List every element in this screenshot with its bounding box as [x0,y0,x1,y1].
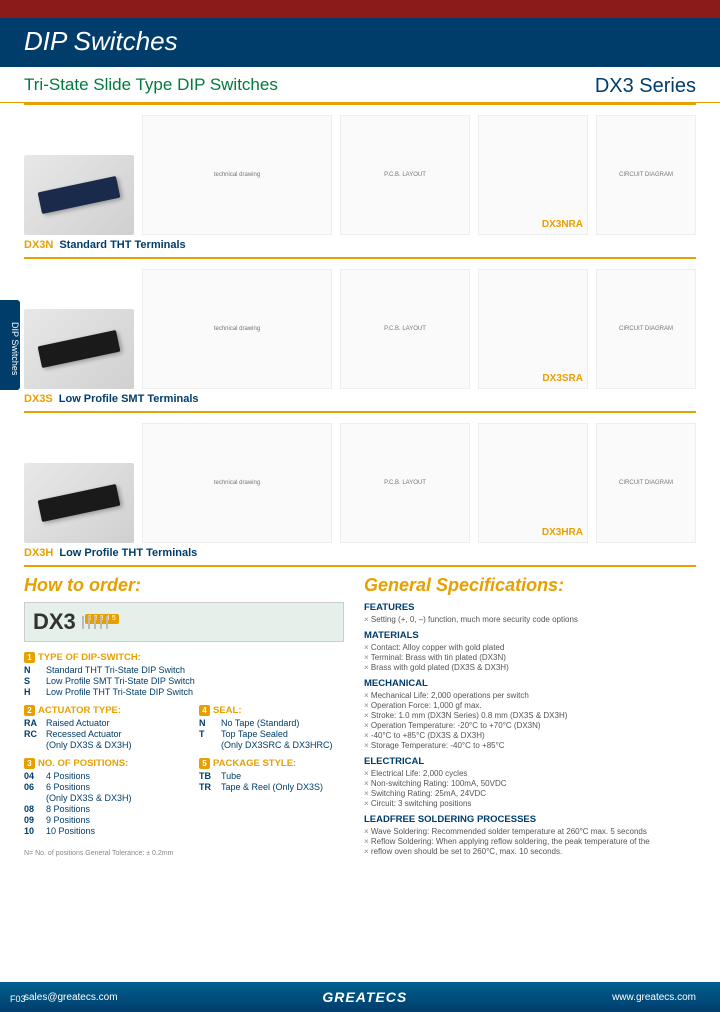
circuit-diagram: CIRCUIT DIAGRAM [596,423,696,543]
order-group-title: 1TYPE OF DIP-SWITCH: [24,652,344,663]
product-photo [24,155,134,235]
spec-line: Non-switching Rating: 100mA, 50VDC [364,779,696,788]
section-label: DX3HLow Profile THT Terminals [24,547,696,559]
dimension-diagram: technical drawing [142,115,332,235]
specs-column: General Specifications: FEATURES Setting … [364,575,696,857]
order-column: How to order: DX3 12345 1TYPE OF DIP-SWI… [24,575,344,857]
subheader: Tri-State Slide Type DIP Switches DX3 Se… [0,67,720,103]
order-note: N= No. of positions General Tolerance: ±… [24,850,344,857]
order-prefix: DX3 [33,609,76,635]
order-item: TBTube [199,771,344,781]
spec-line: -40°C to +85°C (DX3S & DX3H) [364,731,696,740]
order-group: 2ACTUATOR TYPE: RARaised ActuatorRCRecess… [24,705,169,750]
order-item: NNo Tape (Standard) [199,718,344,728]
order-group-title: 2ACTUATOR TYPE: [24,705,169,716]
order-item: 066 Positions [24,782,169,792]
product-photo [24,309,134,389]
lower-columns: How to order: DX3 12345 1TYPE OF DIP-SWI… [0,567,720,857]
subhead-right: DX3 Series [595,75,696,98]
order-item: NStandard THT Tri-State DIP Switch [24,665,344,675]
footer-url: www.greatecs.com [612,992,696,1003]
footer: sales@greatecs.com GREATECS www.greatecs… [0,982,720,1012]
section-label: DX3SLow Profile SMT Terminals [24,393,696,405]
spec-line: Wave Soldering: Recommended solder tempe… [364,827,696,836]
product-photo [24,463,134,543]
pcb-layout-diagram: P.C.B. LAYOUT [340,269,470,389]
section-label: DX3NStandard THT Terminals [24,239,696,251]
order-slot: 2 [88,616,90,629]
spec-line: Mechanical Life: 2,000 operations per sw… [364,691,696,700]
spec-heading: MATERIALS [364,630,696,641]
page-header: DIP Switches [0,18,720,67]
spec-line: Terminal: Brass with tin plated (DX3N) [364,653,696,662]
spec-heading: ELECTRICAL [364,756,696,767]
order-item: RCRecessed Actuator [24,729,169,739]
order-item: TRTape & Reel (Only DX3S) [199,782,344,792]
spec-line: Operation Temperature: -20°C to +70°C (D… [364,721,696,730]
spec-line: Brass with gold plated (DX3S & DX3H) [364,663,696,672]
dimension-diagram: technical drawing [142,269,332,389]
order-item: (Only DX3S & DX3H) [24,740,169,750]
order-slot: 3 [94,616,96,629]
dimension-diagram: technical drawing [142,423,332,543]
pcb-layout-diagram: P.C.B. LAYOUT [340,423,470,543]
product-section: technical drawing P.C.B. LAYOUT DX3SRA C… [24,259,696,413]
spec-line: Stroke: 1.0 mm (DX3N Series) 0.8 mm (DX3… [364,711,696,720]
order-item: 044 Positions [24,771,169,781]
order-group-title: 3NO. OF POSITIONS: [24,758,169,769]
order-slot: 1 [82,616,84,629]
header-title: DIP Switches [24,26,178,56]
circuit-diagram: CIRCUIT DIAGRAM [596,115,696,235]
order-group: 3NO. OF POSITIONS: 044 Positions066 Posit… [24,758,169,836]
order-item: RARaised Actuator [24,718,169,728]
subhead-left: Tri-State Slide Type DIP Switches [24,75,278,98]
order-item: TTop Tape Sealed [199,729,344,739]
footer-logo: GREATECS [322,989,407,1005]
footer-email: sales@greatecs.com [24,992,118,1003]
side-view-diagram: DX3HRA [478,423,588,543]
side-view-diagram: DX3NRA [478,115,588,235]
order-item: 1010 Positions [24,826,169,836]
spec-heading: LEADFREE SOLDERING PROCESSES [364,814,696,825]
order-item: SLow Profile SMT Tri-State DIP Switch [24,676,344,686]
order-box: DX3 12345 [24,602,344,642]
order-group: 1TYPE OF DIP-SWITCH: NStandard THT Tri-St… [24,652,344,697]
spec-line: Switching Rating: 25mA, 24VDC [364,789,696,798]
top-stripe [0,0,720,18]
side-view-diagram: DX3SRA [478,269,588,389]
order-group-title: 4SEAL: [199,705,344,716]
order-slot: 4 [100,616,102,629]
specs-heading: General Specifications: [364,575,696,596]
spec-line: Reflow Soldering: When applying reflow s… [364,837,696,846]
spec-line: Contact: Alloy copper with gold plated [364,643,696,652]
order-item: (Only DX3SRC & DX3HRC) [199,740,344,750]
order-item: 099 Positions [24,815,169,825]
order-group-title: 5PACKAGE STYLE: [199,758,344,769]
spec-line: Storage Temperature: -40°C to +85°C [364,741,696,750]
spec-line: Electrical Life: 2,000 cycles [364,769,696,778]
order-item: (Only DX3S & DX3H) [24,793,169,803]
content: technical drawing P.C.B. LAYOUT DX3NRA C… [0,105,720,567]
order-group: 4SEAL: NNo Tape (Standard)TTop Tape Seale… [199,705,344,750]
order-item: HLow Profile THT Tri-State DIP Switch [24,687,344,697]
spec-line: reflow oven should be set to 260°C, max.… [364,847,696,856]
order-group: 5PACKAGE STYLE: TBTubeTRTape & Reel (Only… [199,758,344,792]
order-slot: 5 [106,616,108,629]
spec-line: Circuit: 3 switching positions [364,799,696,808]
product-section: technical drawing P.C.B. LAYOUT DX3NRA C… [24,105,696,259]
product-section: technical drawing P.C.B. LAYOUT DX3HRA C… [24,413,696,567]
order-heading: How to order: [24,575,344,596]
spec-heading: MECHANICAL [364,678,696,689]
spec-line: Setting (+, 0, –) function, much more se… [364,615,696,624]
page-number: F03 [10,994,26,1004]
order-item: 088 Positions [24,804,169,814]
circuit-diagram: CIRCUIT DIAGRAM [596,269,696,389]
pcb-layout-diagram: P.C.B. LAYOUT [340,115,470,235]
spec-heading: FEATURES [364,602,696,613]
spec-line: Operation Force: 1,000 gf max. [364,701,696,710]
